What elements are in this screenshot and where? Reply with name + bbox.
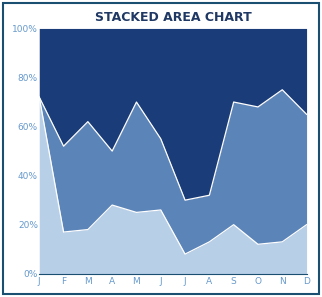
Title: STACKED AREA CHART: STACKED AREA CHART: [95, 12, 251, 24]
